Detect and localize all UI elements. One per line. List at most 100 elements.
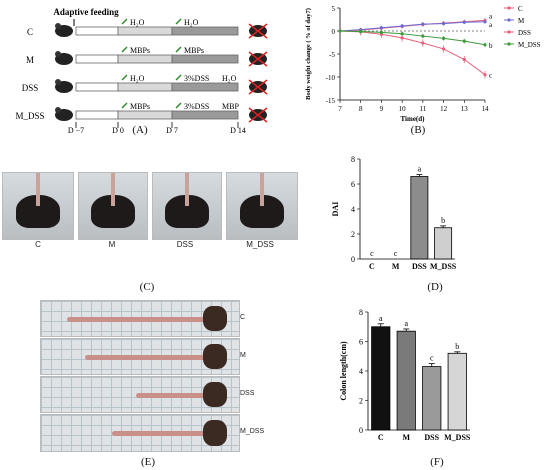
x-tick-label: 9 <box>380 105 384 113</box>
mouse-tail-image <box>184 173 190 206</box>
category-label: M_DSS <box>430 262 457 271</box>
mouse-ear-icon <box>55 79 61 85</box>
significance-letter: c <box>430 354 434 363</box>
mouse-ear-icon <box>55 23 61 29</box>
group-label: M <box>26 55 34 65</box>
treatment-label-week1: H₂O <box>130 18 145 27</box>
gavage-icon <box>121 18 128 25</box>
timepoint-label: D 0 <box>112 126 124 135</box>
gavage-icon <box>175 74 182 81</box>
y-tick-label: 2 <box>359 397 363 406</box>
dai-bar <box>434 227 453 260</box>
y-tick-label: 8 <box>359 308 363 317</box>
colon-strip-m <box>40 338 240 375</box>
significance-letter: a <box>489 21 493 29</box>
significance-letter: a <box>404 319 408 328</box>
data-point <box>462 20 466 24</box>
category-label: C <box>369 262 375 271</box>
category-label: M_DSS <box>444 433 471 442</box>
y-axis-title: Body weight change ( % of day7) <box>305 8 312 100</box>
x-tick-label: 7 <box>338 105 342 113</box>
data-point <box>400 24 404 28</box>
strip-caption-dss: DSS <box>240 390 255 397</box>
timeline-adaptive-segment <box>75 82 119 92</box>
gavage-icon <box>121 46 128 53</box>
mouse-ear-icon <box>55 107 61 113</box>
colon-strip-m-dss <box>40 414 240 452</box>
y-tick-label: 4 <box>359 367 363 376</box>
data-point <box>441 36 446 40</box>
photo-caption-m: M <box>108 240 116 249</box>
significance-letter: c <box>489 72 492 80</box>
mouse-photo-c <box>2 172 74 240</box>
colon-tissue-image <box>112 431 212 437</box>
panel-b: -15 -10 -5 0 5 7 8 9 10 11 12 13 14 Time(d) Body weigh… <box>300 0 550 140</box>
panel-f-label: (F) <box>430 456 444 468</box>
colon-length-bar <box>422 366 442 431</box>
data-point <box>379 26 384 30</box>
colon-length-bar <box>447 352 467 431</box>
data-point <box>400 36 404 40</box>
data-point <box>483 43 487 47</box>
mouse-tail-image <box>259 173 265 206</box>
y-tick-label: 0 <box>332 28 336 36</box>
panel-a-label: (A) <box>132 124 148 136</box>
data-point <box>421 22 425 26</box>
x-tick-label: 11 <box>419 105 426 113</box>
cross-icon <box>248 79 268 95</box>
strip-caption-c: C <box>240 314 246 321</box>
y-tick-label: -10 <box>326 74 336 82</box>
group-label: M_DSS <box>15 111 44 121</box>
panel-a: Adaptive feeding C H₂O H₂O M MBPs MBPs DSS H₂O 3… <box>0 0 290 135</box>
data-point <box>400 32 404 36</box>
mouse-photo-m <box>78 172 148 240</box>
timeline-adaptive-segment <box>75 26 119 36</box>
colon-length-bar <box>371 326 391 431</box>
timeline-week1-segment <box>117 54 173 64</box>
mouse-tail-image <box>35 173 41 206</box>
significance-letter: b <box>441 216 445 225</box>
strip-caption-m-dss: M_DSS <box>240 428 265 435</box>
series-line-dss <box>339 30 486 76</box>
cross-icon <box>248 51 268 67</box>
data-point <box>379 30 384 34</box>
panel-c: C M DSS M_DSS <box>0 168 300 293</box>
legend-marker <box>507 6 511 10</box>
category-label: C <box>378 433 384 442</box>
category-label: M <box>402 433 410 442</box>
y-tick-label: 0 <box>359 426 363 435</box>
gavage-icon <box>121 74 128 81</box>
significance-letter: a <box>379 314 383 323</box>
data-point <box>421 41 425 45</box>
significance-letter: a <box>418 165 422 174</box>
group-label: C <box>27 27 33 37</box>
colon-length-bar <box>396 330 416 431</box>
legend-label: C <box>518 5 523 13</box>
timeline-diagram: Adaptive feeding C H₂O H₂O M MBPs MBPs DSS H₂O 3… <box>15 7 268 135</box>
cross-icon <box>248 23 268 39</box>
category-label: DSS <box>412 262 427 271</box>
treatment-label-week2: 3%DSS <box>184 74 209 83</box>
legend-marker <box>507 42 511 46</box>
timeline-adaptive-segment <box>75 54 119 64</box>
legend-label: M_DSS <box>518 41 541 49</box>
timeline-adaptive-segment <box>75 110 119 120</box>
treatment-label-week2: H₂O <box>184 18 199 27</box>
dai-bar <box>410 176 429 260</box>
y-tick-label: 8 <box>351 155 355 164</box>
significance-letter: c <box>394 249 398 258</box>
mouse-photo-dss <box>152 172 222 240</box>
timeline-week1-segment <box>117 110 173 120</box>
y-tick-label: -15 <box>326 97 336 105</box>
y-tick-label: 5 <box>332 5 336 13</box>
treatment-label-week2b: H₂O <box>222 74 237 83</box>
data-point <box>421 34 425 38</box>
category-label: DSS <box>424 433 439 442</box>
photo-caption-m-dss: M_DSS <box>246 240 274 249</box>
colon-strip-c <box>40 300 240 337</box>
category-label: M <box>392 262 400 271</box>
colon-tissue-image <box>84 354 212 360</box>
